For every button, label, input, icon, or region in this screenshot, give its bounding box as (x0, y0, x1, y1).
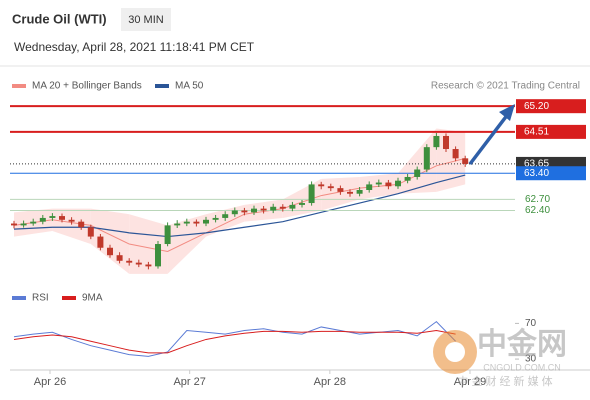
level-badge (516, 124, 586, 139)
candle-body (59, 216, 65, 220)
candle-body (241, 210, 248, 213)
candle-body (356, 190, 363, 194)
candle-body (39, 217, 46, 222)
legend-label: RSI (32, 293, 49, 304)
candle-body (78, 221, 85, 228)
candle-body (385, 182, 392, 187)
candle-body (308, 184, 315, 204)
legend-swatch (155, 84, 169, 88)
rsi-plot: 70 30 RSI 9MA (12, 293, 537, 365)
level-label: 63.65 (524, 159, 549, 170)
candle-body (126, 260, 133, 263)
bollinger-band (436, 128, 466, 192)
y-tick-label: 30 (525, 354, 537, 365)
x-tick-label: Apr 27 (173, 376, 205, 388)
candle-body (327, 186, 334, 189)
candle-body (11, 223, 17, 226)
bollinger-band (282, 178, 322, 218)
candle-body (164, 225, 171, 245)
watermark-logo-inner (445, 342, 465, 362)
candle-body (135, 262, 142, 265)
level-badge (516, 99, 586, 114)
legend-label: 9MA (82, 293, 103, 304)
x-tick-label: Apr 26 (34, 376, 66, 388)
watermark-tagline: 中 金 财 经 新 媒 体 (457, 374, 552, 388)
legend-label: MA 50 (175, 81, 204, 92)
datetime: Wednesday, April 28, 2021 11:18:41 PM CE… (14, 40, 255, 54)
candle-body (337, 188, 344, 192)
legend-swatch (12, 84, 26, 88)
candle-body (347, 191, 353, 194)
legend-label: MA 20 + Bollinger Bands (32, 81, 142, 92)
x-tick-label: Apr 29 (454, 376, 486, 388)
candle-body (289, 204, 296, 209)
candle-body (49, 216, 56, 218)
level-label: 65.20 (524, 101, 549, 112)
candle-body (212, 217, 219, 220)
candle-body (270, 206, 277, 211)
bollinger-band (52, 208, 91, 245)
watermark-site: CNGOLD.COM.CN (483, 362, 561, 372)
candle-body (404, 176, 411, 181)
instrument-title: Crude Oil (WTI) (12, 11, 107, 26)
legend-swatch (12, 296, 26, 300)
candle-body (462, 158, 469, 164)
candle-body (107, 247, 113, 256)
candle-body (183, 221, 190, 224)
candle-body (155, 244, 161, 267)
interval: 30 MIN (128, 14, 164, 26)
candle-body (203, 219, 209, 224)
candle-body (193, 221, 200, 224)
candle-body (395, 180, 401, 187)
candle-body (433, 135, 440, 148)
level-label: 63.40 (524, 168, 549, 179)
candle-body (116, 255, 123, 261)
arrow-head (499, 104, 515, 121)
y-tick-label: 70 (525, 318, 537, 329)
candle-body (145, 264, 152, 267)
candle-body (279, 206, 286, 209)
candle-body (299, 203, 305, 205)
watermark-brand: 中金网 (477, 327, 567, 361)
candle-body (366, 184, 373, 190)
candle-body (452, 149, 459, 159)
candle-body (30, 221, 37, 224)
level-badge (516, 166, 586, 181)
interval-badge (121, 8, 171, 31)
bollinger-band (167, 214, 206, 274)
candle-body (231, 210, 238, 215)
legend-swatch (62, 296, 76, 300)
watermark: 中金网 CNGOLD.COM.CN 中 金 财 经 新 媒 体 (433, 327, 567, 388)
candle-body (97, 236, 104, 248)
candle-body (414, 169, 421, 177)
candle-body (174, 223, 181, 226)
candle-body (423, 147, 430, 170)
candle-body (443, 135, 449, 150)
level-label: 62.40 (525, 205, 550, 216)
level-label: 62.70 (525, 194, 550, 205)
candle-body (87, 227, 94, 237)
candle-body (260, 208, 267, 211)
rsi-line (13, 330, 456, 354)
candle-body (375, 182, 382, 185)
candle-body (251, 208, 257, 213)
candle-body (20, 223, 27, 226)
level-label: 64.51 (524, 127, 549, 138)
candle-body (222, 214, 229, 218)
forecast-arrow (468, 112, 510, 166)
x-tick-label: Apr 28 (314, 376, 346, 388)
candle-body (68, 219, 75, 222)
source: Research © 2021 Trading Central (431, 81, 580, 92)
price-plot: MA 20 + Bollinger Bands MA 50 65.20 64.51 63… (10, 81, 586, 388)
candle-body (318, 184, 325, 187)
